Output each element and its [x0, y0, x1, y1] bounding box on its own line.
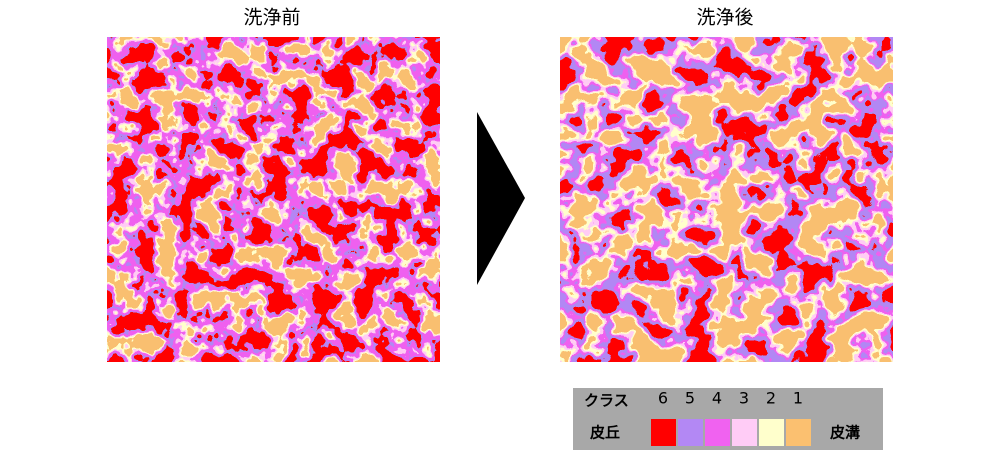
- class-swatch: [705, 419, 730, 446]
- class-swatch: [786, 419, 811, 446]
- panel-title: 洗浄後: [696, 7, 753, 29]
- arrow: [477, 112, 525, 285]
- class-swatch: [651, 419, 676, 446]
- class-swatch: [759, 419, 784, 446]
- legend-high-label: 皮溝: [830, 424, 860, 442]
- class-number: 2: [766, 389, 776, 408]
- class-swatch: [678, 419, 703, 446]
- class-number: 6: [658, 389, 668, 408]
- panel-title: 洗浄前: [243, 7, 300, 29]
- class-swatch: [732, 419, 757, 446]
- class-number: 3: [739, 389, 749, 408]
- texture-after: [560, 37, 893, 362]
- texture-before: [107, 37, 440, 362]
- class-number: 1: [793, 389, 803, 408]
- class-number: 4: [712, 389, 722, 408]
- legend-label: クラス: [584, 392, 629, 410]
- class-number: 5: [685, 389, 695, 408]
- legend-low-label: 皮丘: [590, 424, 620, 442]
